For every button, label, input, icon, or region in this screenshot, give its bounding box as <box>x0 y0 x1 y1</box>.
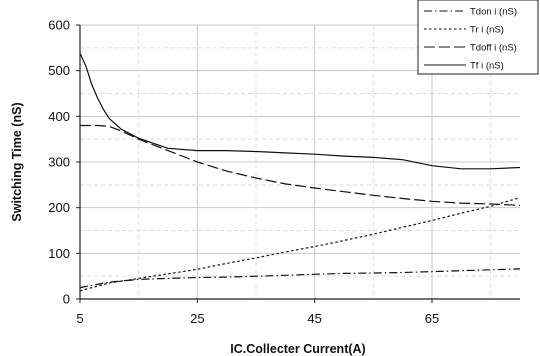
x-tick-label: 45 <box>307 311 321 326</box>
y-tick-label: 500 <box>48 63 70 78</box>
x-tick-label: 25 <box>190 311 204 326</box>
legend: Tdon i (nS) Tr i (nS) Tdoff i (nS) Tf i (nS… <box>417 0 539 75</box>
legend-label: Tf i (nS) <box>470 61 504 72</box>
x-tick-label: 5 <box>76 311 83 326</box>
x-tick-labels: 5 25 45 65 <box>76 311 439 326</box>
y-axis-title: Switching Time (nS) <box>10 102 24 221</box>
y-tick-label: 300 <box>48 155 70 170</box>
x-tick-label: 65 <box>425 311 439 326</box>
y-tick-label: 200 <box>48 200 70 215</box>
y-tick-label: 100 <box>48 246 70 261</box>
x-axis-title: IC.Collecter Current(A) <box>230 342 365 356</box>
legend-label: Tr i (nS) <box>470 25 504 36</box>
legend-label: Tdon i (nS) <box>470 7 517 18</box>
legend-label: Tdoff i (nS) <box>470 43 517 54</box>
y-tick-labels: 0 100 200 300 400 500 600 <box>48 18 70 307</box>
series-line-3 <box>80 124 521 206</box>
y-tick-label: 0 <box>63 292 70 307</box>
legend-box <box>417 0 539 75</box>
axes <box>76 24 520 303</box>
series-line-1 <box>79 268 521 289</box>
y-tick-label: 400 <box>48 109 70 124</box>
series-line-4 <box>79 53 521 170</box>
series-layer <box>79 53 521 292</box>
y-tick-label: 600 <box>48 18 70 33</box>
